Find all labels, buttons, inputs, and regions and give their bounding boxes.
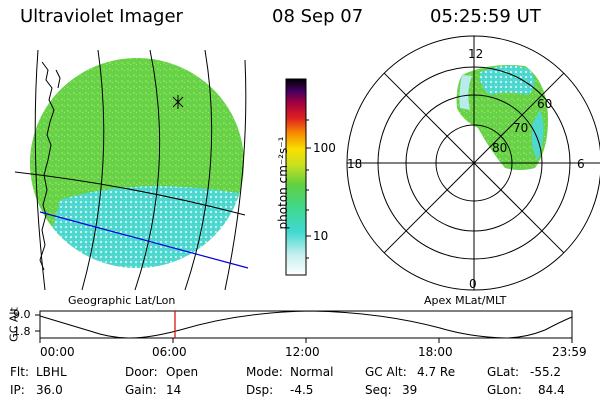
mlt-label-12: 12 (468, 47, 484, 61)
mlat-label-70: 70 (513, 121, 529, 135)
colorbar-tick-100: 100 (313, 141, 336, 155)
dsp-label: Dsp: (246, 383, 274, 397)
orbit-track (39, 211, 249, 269)
geo-image (30, 58, 244, 268)
colorbar-tick-10: 10 (313, 229, 329, 243)
gain-label: Gain: (125, 383, 157, 397)
glon-label: GLon: (487, 383, 522, 397)
altitude-plot-ticks (35, 314, 573, 343)
colorbar-unit-label: photon cm⁻²s⁻¹ (276, 136, 290, 230)
flt-label: Flt: (10, 365, 29, 379)
colorbar-ticks (306, 119, 311, 259)
apex-grid (346, 35, 600, 291)
instrument-title: Ultraviolet Imager (20, 6, 183, 27)
mlt-label-18: 18 (347, 157, 363, 171)
mode-label: Mode: (246, 365, 283, 379)
xtick-2359: 23:59 (552, 345, 587, 359)
date-label: 08 Sep 07 (272, 6, 364, 27)
xtick-0600: 06:00 (152, 345, 187, 359)
colorbar (285, 78, 307, 276)
flt-value: LBHL (36, 365, 67, 379)
gcalt-value: 4.7 Re (417, 365, 456, 379)
mlt-label-0: 0 (469, 277, 477, 291)
mlt-label-6: 6 (577, 157, 585, 171)
ip-label: IP: (10, 383, 25, 397)
sun-marker-icon (172, 95, 184, 109)
apex-image (456, 65, 548, 170)
dsp-value: -4.5 (290, 383, 314, 397)
gain-value: 14 (166, 383, 182, 397)
mlat-label-80: 80 (492, 141, 508, 155)
time-label: 05:25:59 UT (430, 6, 541, 27)
seq-value: 39 (402, 383, 418, 397)
altitude-plot-frame (39, 310, 573, 339)
mlat-label-60: 60 (537, 97, 553, 111)
altitude-ytick-top: 9.0 (13, 308, 31, 321)
ip-value: 36.0 (36, 383, 63, 397)
glon-value: 84.4 (538, 383, 565, 397)
apex-panel-caption: Apex MLat/MLT (424, 294, 507, 307)
geo-grid (14, 50, 247, 290)
seq-label: Seq: (365, 383, 392, 397)
altitude-ytick-bottom: 1.8 (13, 325, 31, 338)
door-label: Door: (125, 365, 158, 379)
altitude-curve (39, 310, 573, 339)
glat-label: GLat: (487, 365, 520, 379)
xtick-1800: 18:00 (418, 345, 453, 359)
gcalt-label: GC Alt: (365, 365, 407, 379)
mode-value: Normal (290, 365, 334, 379)
xtick-1200: 12:00 (285, 345, 320, 359)
xtick-0000: 00:00 (40, 345, 75, 359)
glat-value: -55.2 (530, 365, 562, 379)
door-value: Open (166, 365, 199, 379)
geo-panel-caption: Geographic Lat/Lon (68, 294, 176, 307)
